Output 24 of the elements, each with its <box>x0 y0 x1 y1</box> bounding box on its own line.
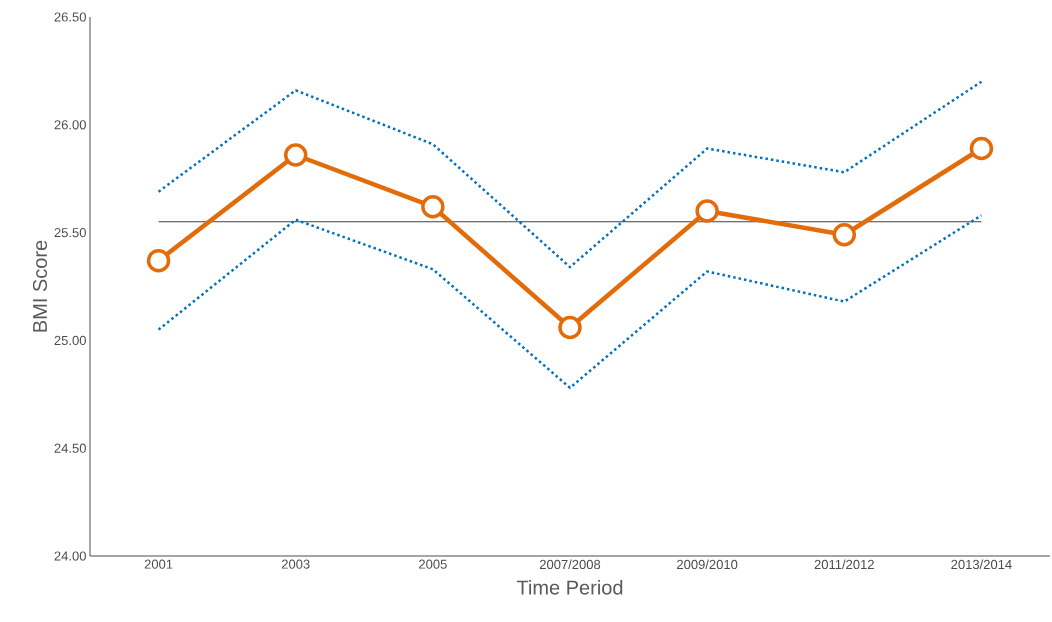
point <box>283 143 308 167</box>
y-tick-label: 25.00 <box>54 335 86 345</box>
x-tick-label: 2011/2012 <box>814 559 874 570</box>
y-tick-label: 26.00 <box>54 120 86 130</box>
point <box>695 199 719 223</box>
y-axis-title: BMI Score <box>32 240 48 332</box>
line-series <box>157 214 983 390</box>
line-series <box>157 80 983 269</box>
x-tick-label: 2001 <box>144 559 173 569</box>
x-tick-label: 2005 <box>419 559 447 569</box>
x-tick-label: 2013/2014 <box>951 559 1012 570</box>
x-tick-label: 2003 <box>281 559 310 569</box>
point <box>832 223 857 247</box>
point <box>421 194 445 219</box>
x-tick-label: 2007/2008 <box>539 559 601 570</box>
y-tick-label: 24.50 <box>54 443 86 453</box>
y-tick-label: 26.50 <box>54 12 86 22</box>
y-tick-label: 25.50 <box>54 227 86 238</box>
x-axis-title: Time Period <box>516 579 623 595</box>
y-tick-label: 24.00 <box>54 551 86 561</box>
x-tick-label: 2009/2010 <box>677 559 738 570</box>
point <box>558 315 582 340</box>
point <box>969 136 994 161</box>
point <box>146 248 171 273</box>
